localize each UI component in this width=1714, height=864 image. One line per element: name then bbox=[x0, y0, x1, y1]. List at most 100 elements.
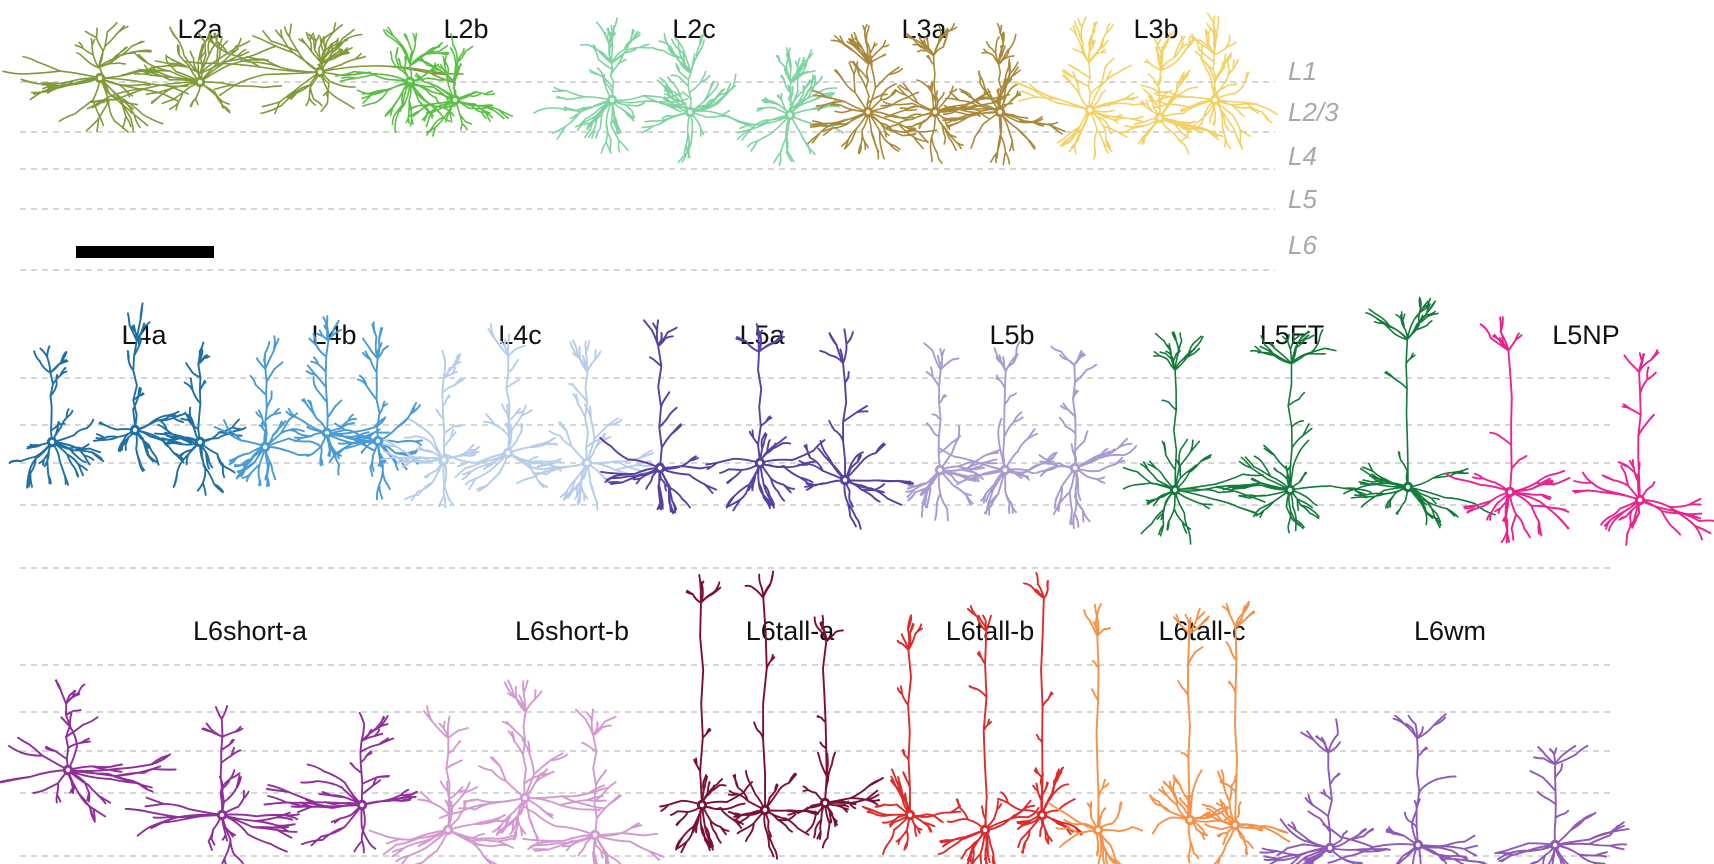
neuron-group-l3b bbox=[1014, 12, 1278, 161]
neuron-group-l6tall-b bbox=[861, 571, 1084, 864]
soma-core bbox=[699, 802, 705, 808]
neuron-l3b-1 bbox=[1014, 16, 1148, 161]
dendrite-arbor bbox=[705, 323, 826, 512]
neuron-l6wm-1 bbox=[1259, 718, 1391, 864]
dendrite-arbor bbox=[92, 302, 196, 472]
soma-core bbox=[865, 109, 871, 115]
neuron-group-l6short-a bbox=[0, 679, 418, 864]
layer-label-l5: L5 bbox=[1288, 184, 1317, 214]
soma-core bbox=[452, 97, 458, 103]
soma-core bbox=[49, 439, 55, 445]
neuron-l4a-2 bbox=[92, 302, 196, 472]
neuron-l3b-3 bbox=[1148, 12, 1278, 150]
neuron-l5et-2 bbox=[1222, 329, 1372, 534]
dendrite-arbor bbox=[937, 605, 1040, 864]
soma-core bbox=[1405, 484, 1411, 490]
soma-core bbox=[1072, 465, 1078, 471]
soma-core bbox=[762, 807, 768, 813]
neuron-l6short-a-3 bbox=[263, 711, 418, 854]
neuron-l3a-2 bbox=[880, 22, 1014, 164]
neuron-l5et-1 bbox=[1122, 331, 1266, 545]
dendrite-arbor bbox=[438, 679, 607, 846]
dendrite-arbor bbox=[1322, 713, 1489, 864]
dendrite-arbor bbox=[1571, 349, 1714, 546]
layer-label-l23: L2/3 bbox=[1288, 97, 1339, 127]
neuron-l4c-2 bbox=[442, 323, 563, 492]
neuron-l6tall-a-1 bbox=[659, 574, 754, 854]
neuron-l5b-2 bbox=[938, 340, 1058, 516]
soma-core bbox=[592, 832, 598, 838]
neuron-group-l2b bbox=[334, 26, 514, 137]
neuron-l6tall-b-3 bbox=[996, 571, 1084, 854]
type-labels: L6short-a L6short-b L6tall-a L6tall-b L6… bbox=[193, 616, 1486, 646]
soma-core bbox=[609, 97, 615, 103]
neuron-l6tall-b-1 bbox=[861, 614, 962, 855]
neuron-l6tall-a-2 bbox=[727, 570, 819, 860]
type-label-l2b: L2b bbox=[443, 14, 488, 44]
neuron-group-l6tall-a bbox=[659, 570, 884, 860]
layer-label-l4: L4 bbox=[1288, 141, 1317, 171]
neuron-group-l4a bbox=[8, 302, 247, 496]
neuron-group-l6tall-c bbox=[1047, 600, 1291, 864]
neuron-group-l5a bbox=[599, 319, 914, 530]
soma-core bbox=[997, 109, 1003, 115]
dendrite-arbor bbox=[786, 614, 884, 849]
neuron-l4b-1 bbox=[213, 335, 322, 488]
soma-core bbox=[932, 109, 938, 115]
neuron-l5a-2 bbox=[705, 323, 826, 512]
neuron-l5np-1 bbox=[1445, 316, 1571, 544]
dendrite-arbor bbox=[8, 345, 105, 489]
type-label-l3b: L3b bbox=[1133, 14, 1178, 44]
type-label-l5b: L5b bbox=[989, 320, 1034, 350]
layer-label-l6: L6 bbox=[1288, 230, 1317, 260]
soma-core bbox=[1507, 489, 1513, 495]
dendrite-arbor bbox=[1445, 316, 1571, 544]
neuron-group-l4b bbox=[213, 315, 423, 501]
dendrite-arbor bbox=[880, 22, 1014, 164]
soma-core bbox=[937, 467, 943, 473]
soma-core bbox=[197, 79, 203, 85]
soma-core bbox=[657, 465, 663, 471]
soma-core bbox=[219, 812, 225, 818]
neuron-l5a-1 bbox=[599, 319, 718, 515]
neuron-l5a-3 bbox=[797, 328, 914, 530]
dendrite-arbor bbox=[640, 32, 754, 164]
type-label-l6tall-c: L6tall-c bbox=[1158, 616, 1245, 646]
neuron-l3a-3 bbox=[942, 22, 1066, 166]
dendrite-arbor bbox=[521, 708, 665, 864]
soma-core bbox=[1172, 487, 1178, 493]
soma-core bbox=[1002, 467, 1008, 473]
dendrite-arbor bbox=[659, 574, 754, 854]
type-label-l6wm: L6wm bbox=[1414, 616, 1486, 646]
soma-core bbox=[907, 812, 913, 818]
neuron-l6tall-c-3 bbox=[1201, 600, 1291, 864]
type-labels: L4a L4b L4c L5a L5b L5ET L5NP bbox=[121, 320, 1619, 350]
soma-core bbox=[65, 767, 71, 773]
type-label-l5a: L5a bbox=[739, 320, 785, 350]
neuron-l6short-b-2 bbox=[438, 679, 607, 846]
dendrite-arbor bbox=[1494, 744, 1630, 864]
dendrite-arbor bbox=[1222, 329, 1372, 534]
dendrite-arbor bbox=[725, 47, 844, 167]
layer-boundaries bbox=[20, 81, 1275, 271]
dendrite-arbor bbox=[153, 341, 247, 496]
neuron-l6tall-c-2 bbox=[1148, 607, 1235, 864]
soma-core bbox=[842, 477, 848, 483]
soma-core bbox=[584, 460, 590, 466]
neuron-l5b-3 bbox=[1035, 345, 1138, 530]
soma-core bbox=[1095, 827, 1101, 833]
dendrite-arbor bbox=[1122, 331, 1266, 545]
neuron-l2b-2 bbox=[401, 33, 514, 137]
dendrite-arbor bbox=[213, 335, 322, 488]
neuron-l2c-3 bbox=[725, 47, 844, 167]
neuron-l6short-a-1 bbox=[0, 679, 177, 823]
neuron-group-l3a bbox=[807, 22, 1066, 166]
soma-core bbox=[1232, 822, 1238, 828]
soma-core bbox=[1327, 845, 1333, 851]
neuron-l4a-1 bbox=[8, 345, 105, 489]
dendrite-arbor bbox=[727, 570, 819, 860]
panel-deep: L6short-a L6short-b L6tall-a L6tall-b L6… bbox=[0, 570, 1630, 864]
soma-core bbox=[1637, 497, 1643, 503]
soma-core bbox=[757, 460, 763, 466]
neuron-l2c-1 bbox=[533, 17, 689, 154]
